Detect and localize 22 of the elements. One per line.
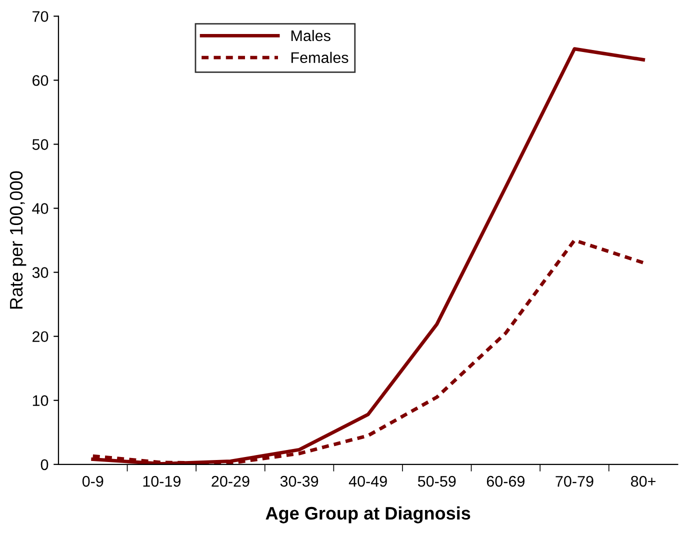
y-tick-label: 70 <box>32 11 48 22</box>
legend-label: Females <box>291 52 348 64</box>
x-axis-title: Age Group at Diagnosis <box>266 506 470 524</box>
x-tick-label: 10-19 <box>143 476 180 487</box>
y-axis-title: Rate per 100,000 <box>10 171 26 309</box>
y-tick-label: 20 <box>32 331 48 342</box>
y-tick-label: 40 <box>32 203 48 214</box>
x-tick-label: 20-29 <box>212 476 250 487</box>
x-tick-label: 40-49 <box>348 476 387 487</box>
y-tick-label: 0 <box>40 459 48 470</box>
x-tick-label: 30-39 <box>280 476 318 487</box>
y-tick-label: 10 <box>32 395 48 406</box>
x-tick-label: 0-9 <box>82 476 104 487</box>
y-tick-label: 50 <box>32 139 48 150</box>
legend-label: Males <box>291 30 330 42</box>
x-tick-label: 60-69 <box>486 476 524 487</box>
x-tick-label: 70-79 <box>556 476 594 487</box>
y-tick-label: 60 <box>32 75 48 86</box>
y-tick-label: 30 <box>32 267 48 278</box>
x-tick-label: 50-59 <box>418 476 456 487</box>
line-series <box>91 47 646 464</box>
x-tick-label: 80+ <box>630 476 656 487</box>
